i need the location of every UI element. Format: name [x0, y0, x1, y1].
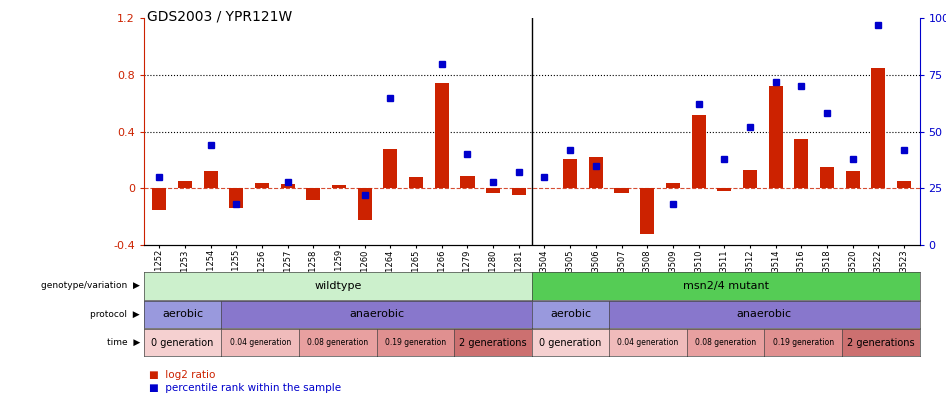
Bar: [434, 83, 448, 188]
Text: GDS2003 / YPR121W: GDS2003 / YPR121W: [147, 9, 292, 23]
Bar: [717, 188, 731, 191]
Bar: [254, 183, 269, 188]
Bar: [692, 115, 706, 188]
Text: aerobic: aerobic: [162, 309, 203, 319]
Bar: [743, 170, 757, 188]
Bar: [332, 185, 346, 188]
Bar: [383, 149, 397, 188]
Bar: [203, 171, 218, 188]
Text: 0.04 generation: 0.04 generation: [618, 338, 678, 347]
Text: time  ▶: time ▶: [107, 338, 140, 347]
Bar: [307, 188, 321, 200]
Text: protocol  ▶: protocol ▶: [91, 310, 140, 319]
Bar: [229, 188, 243, 208]
Bar: [281, 184, 295, 188]
Text: 0.19 generation: 0.19 generation: [773, 338, 833, 347]
Text: 0.04 generation: 0.04 generation: [230, 338, 290, 347]
Bar: [461, 176, 475, 188]
Text: 0 generation: 0 generation: [539, 338, 602, 347]
Text: 0.08 generation: 0.08 generation: [307, 338, 368, 347]
Bar: [795, 139, 809, 188]
Text: wildtype: wildtype: [314, 281, 361, 291]
Text: ■  log2 ratio: ■ log2 ratio: [149, 370, 215, 379]
Bar: [666, 183, 680, 188]
Bar: [846, 171, 860, 188]
Bar: [512, 188, 526, 196]
Text: genotype/variation  ▶: genotype/variation ▶: [41, 281, 140, 290]
Bar: [588, 157, 603, 188]
Text: anaerobic: anaerobic: [737, 309, 792, 319]
Bar: [409, 177, 423, 188]
Bar: [897, 181, 911, 188]
Text: aerobic: aerobic: [550, 309, 591, 319]
Text: 2 generations: 2 generations: [459, 338, 527, 347]
Text: 2 generations: 2 generations: [847, 338, 915, 347]
Bar: [178, 181, 192, 188]
Bar: [768, 86, 782, 188]
Bar: [358, 188, 372, 220]
Bar: [486, 188, 500, 192]
Text: anaerobic: anaerobic: [349, 309, 404, 319]
Bar: [563, 158, 577, 188]
Bar: [615, 188, 628, 192]
Text: 0.19 generation: 0.19 generation: [385, 338, 446, 347]
Text: 0 generation: 0 generation: [151, 338, 214, 347]
Bar: [152, 188, 166, 210]
Text: ■  percentile rank within the sample: ■ percentile rank within the sample: [149, 383, 341, 393]
Bar: [871, 68, 885, 188]
Bar: [640, 188, 655, 234]
Text: msn2/4 mutant: msn2/4 mutant: [683, 281, 768, 291]
Text: 0.08 generation: 0.08 generation: [695, 338, 756, 347]
Bar: [820, 167, 834, 188]
